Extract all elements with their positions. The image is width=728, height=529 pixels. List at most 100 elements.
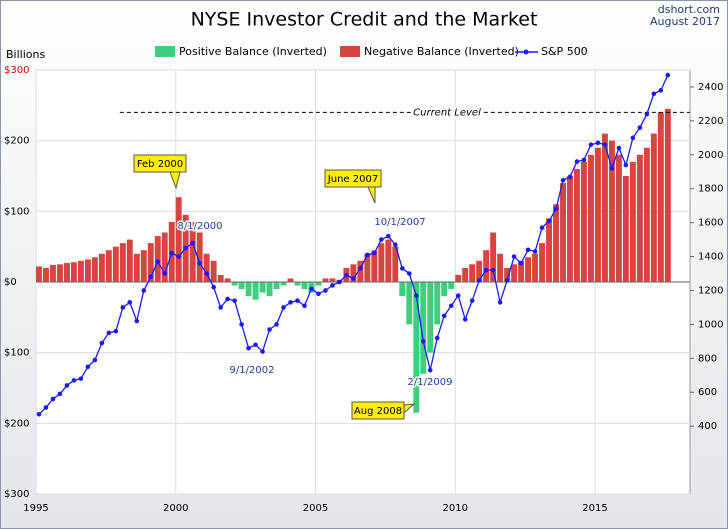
bar [147, 243, 154, 282]
point [630, 135, 636, 141]
bar [280, 282, 287, 286]
point [274, 322, 279, 327]
bar [315, 282, 322, 286]
bar [378, 243, 385, 282]
point [71, 378, 77, 383]
y-tick-label: $300 [4, 489, 29, 500]
bar [91, 257, 98, 282]
bar [63, 262, 70, 282]
point [134, 318, 140, 324]
point [183, 245, 189, 251]
bar [462, 267, 469, 282]
bar [615, 154, 622, 282]
bar [196, 232, 203, 282]
point [148, 274, 154, 280]
bar [483, 250, 490, 282]
point [511, 254, 517, 259]
bar [357, 260, 364, 282]
bar [175, 197, 182, 282]
bar [56, 264, 63, 282]
point [358, 266, 363, 271]
point [616, 145, 622, 151]
bar [364, 253, 371, 282]
point [330, 283, 335, 288]
y-tick-label: $100 [4, 206, 29, 217]
bar [294, 282, 301, 286]
point [85, 364, 91, 370]
bar [434, 282, 441, 325]
legend: Positive Balance (Inverted) Negative Bala… [155, 45, 588, 58]
point [197, 261, 202, 266]
bar [539, 243, 546, 282]
callout-pointer [367, 186, 376, 204]
x-tick-label: 1995 [23, 503, 48, 514]
bar [643, 147, 650, 282]
bar [140, 250, 147, 282]
bar [112, 246, 119, 282]
bar [448, 282, 455, 290]
y-tick-label: $100 [4, 348, 29, 359]
point [120, 305, 126, 310]
bar [664, 108, 671, 282]
bar [601, 133, 608, 282]
legend-swatch [523, 49, 529, 55]
point [393, 242, 398, 247]
point [434, 335, 440, 341]
callout-label: Feb 2000 [137, 159, 183, 170]
bar [105, 250, 112, 282]
point [113, 328, 119, 334]
y2-tick-label: 1000 [698, 319, 723, 330]
bar [133, 253, 140, 282]
bar [504, 267, 511, 282]
legend-swatch [340, 46, 360, 57]
source: dshort.com [658, 3, 720, 16]
y-tick-label: $200 [4, 136, 29, 147]
x-tick-label: 2015 [582, 503, 607, 514]
point [344, 272, 349, 278]
point [50, 396, 56, 402]
point [651, 91, 657, 97]
point [504, 278, 510, 283]
callout-pointer [403, 403, 416, 414]
legend-label: S&P 500 [541, 45, 588, 58]
point-label: 8/1/2000 [178, 221, 223, 232]
bar [476, 260, 483, 282]
x-tick-label: 2010 [443, 503, 468, 514]
legend-label: Positive Balance (Inverted) [179, 45, 327, 58]
callout-box [324, 169, 382, 188]
point [469, 298, 475, 303]
point [462, 317, 468, 322]
point [658, 88, 664, 93]
point [525, 247, 531, 253]
point [490, 267, 496, 273]
point [455, 293, 461, 298]
point [211, 284, 216, 290]
bar [413, 282, 420, 413]
point [295, 298, 300, 303]
point [232, 298, 237, 303]
point [588, 142, 594, 147]
y-tick-label: $200 [4, 418, 29, 429]
bar [161, 232, 168, 282]
point [386, 233, 391, 239]
bar [70, 262, 77, 282]
bar [252, 282, 259, 300]
bar [511, 264, 518, 282]
bar [567, 176, 573, 282]
bar [385, 239, 392, 282]
callout-label: June 2007 [327, 174, 378, 185]
point [92, 357, 98, 363]
y2-tick-label: 1800 [698, 184, 723, 195]
bar [36, 266, 42, 282]
bar [532, 253, 539, 282]
point [43, 405, 49, 410]
point [400, 266, 405, 271]
point [560, 177, 566, 183]
bar [42, 267, 49, 282]
bar [490, 232, 497, 282]
point-label: 2/1/2009 [408, 377, 453, 388]
bar [427, 282, 434, 353]
y2-tick-label: 1400 [698, 252, 723, 263]
point [427, 367, 433, 373]
bar [126, 239, 133, 282]
